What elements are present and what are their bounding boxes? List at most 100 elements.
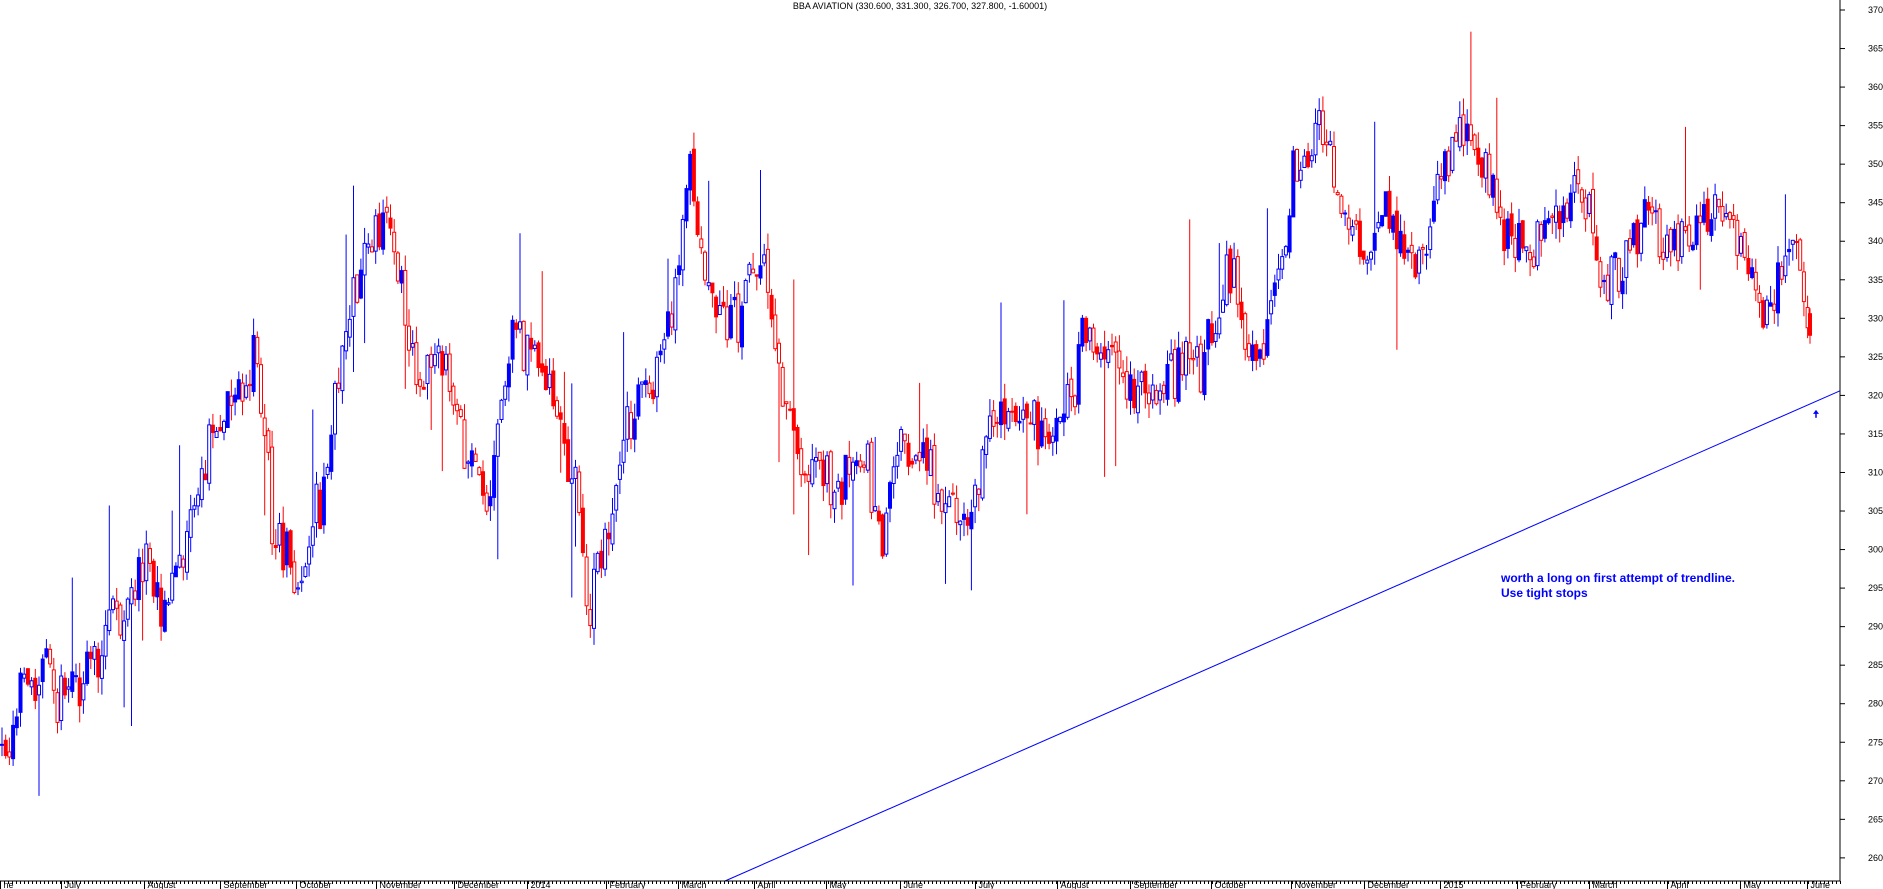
candle-down [451, 385, 456, 406]
candle-down [210, 424, 215, 434]
candle-down [1727, 212, 1732, 220]
candle-up [1080, 317, 1085, 347]
candle-down [1605, 274, 1610, 301]
candle-down [925, 437, 929, 471]
candle-down [392, 231, 397, 253]
candle-down [765, 248, 770, 293]
candle-down [751, 268, 756, 274]
y-tick-label: 330 [1868, 313, 1883, 323]
candle-down [7, 751, 12, 758]
candle-up [1491, 174, 1496, 198]
candle-down [536, 342, 541, 369]
x-month-label: February [610, 880, 647, 889]
candle-down [1387, 190, 1392, 229]
candle-up [621, 439, 626, 463]
candle-down [847, 456, 852, 475]
candle-down [521, 320, 526, 371]
candle-down [647, 382, 652, 395]
candle-up [1653, 210, 1658, 213]
candle-up [59, 675, 64, 722]
candle-up [1176, 347, 1181, 402]
candle-down [3, 739, 8, 756]
candle-down [1439, 175, 1444, 180]
candle-down [1446, 150, 1451, 177]
candle-up [1561, 205, 1566, 224]
candle-down [1306, 151, 1311, 168]
candle-up [962, 513, 966, 520]
candle-up [865, 443, 870, 471]
candle-down [1010, 410, 1015, 413]
candle-up [1250, 344, 1255, 361]
candle-up [70, 671, 75, 692]
candle-down [1531, 256, 1536, 268]
candle-down [806, 474, 811, 482]
candle-up [1450, 136, 1455, 171]
candle-up [1195, 346, 1200, 358]
arrow-marker-layer [1813, 409, 1819, 418]
candle-down [355, 274, 360, 303]
x-month-label: July [979, 880, 996, 889]
candle-down [118, 604, 123, 636]
candle-down [1798, 239, 1803, 271]
candle-up [1206, 319, 1211, 350]
candle-down [1102, 346, 1107, 360]
candle-down [514, 322, 519, 330]
candle-up [717, 305, 722, 316]
candle-up [40, 658, 45, 683]
candle-down [447, 353, 452, 392]
candle-down [33, 677, 38, 701]
y-axis: 260 265 270 275 280 285 290 295 300 305 310 315 320 3… [1839, 0, 1883, 881]
candle-up [22, 673, 27, 679]
candle-up [1369, 251, 1373, 260]
candle-up [532, 344, 537, 350]
candle-up [1768, 302, 1773, 307]
candle-up [518, 321, 522, 330]
x-month-label: 2014 [531, 880, 551, 889]
candle-up [125, 598, 130, 620]
candle-down [629, 412, 633, 440]
candle-down [799, 448, 804, 476]
candle-up [1150, 384, 1155, 401]
candle-down [584, 556, 589, 607]
candle-up [1350, 226, 1355, 236]
candle-down [551, 370, 556, 407]
candle-up [814, 456, 818, 462]
candle-down [48, 648, 53, 665]
candle-up [851, 461, 855, 481]
candle-up [1076, 344, 1081, 405]
candle-down [954, 497, 959, 523]
candle-down [1628, 238, 1632, 251]
y-tick-label: 305 [1868, 506, 1883, 516]
x-month-label: May [1744, 880, 1762, 889]
candle-up [525, 334, 530, 376]
candle-up [921, 442, 926, 459]
candle-up [677, 265, 682, 276]
candle-down [555, 400, 559, 417]
candle-down [1576, 169, 1581, 185]
candle-up [1713, 194, 1718, 219]
candle-down [991, 410, 996, 427]
candle-up [603, 528, 608, 570]
candle-down [1402, 234, 1407, 259]
y-tick-label: 350 [1868, 159, 1883, 169]
candle-down [710, 282, 715, 294]
candle-up [1679, 221, 1684, 258]
candle-up [299, 580, 304, 584]
candle-down [1036, 401, 1040, 450]
candle-down [159, 587, 164, 627]
candle-up [1542, 220, 1547, 239]
candle-up [44, 648, 49, 658]
candle-up [1457, 117, 1462, 148]
candle-down [51, 669, 56, 691]
candle-up [207, 424, 212, 484]
candle-down [669, 313, 674, 328]
candle-down [1616, 257, 1621, 292]
candle-up [1106, 349, 1111, 363]
candle-down [273, 545, 278, 549]
candle-down [1117, 350, 1122, 369]
candle-down [1502, 219, 1507, 252]
candle-up [1135, 385, 1140, 414]
y-tick-label: 335 [1868, 275, 1883, 285]
candle-down [651, 389, 656, 400]
candle-up [1690, 244, 1695, 251]
